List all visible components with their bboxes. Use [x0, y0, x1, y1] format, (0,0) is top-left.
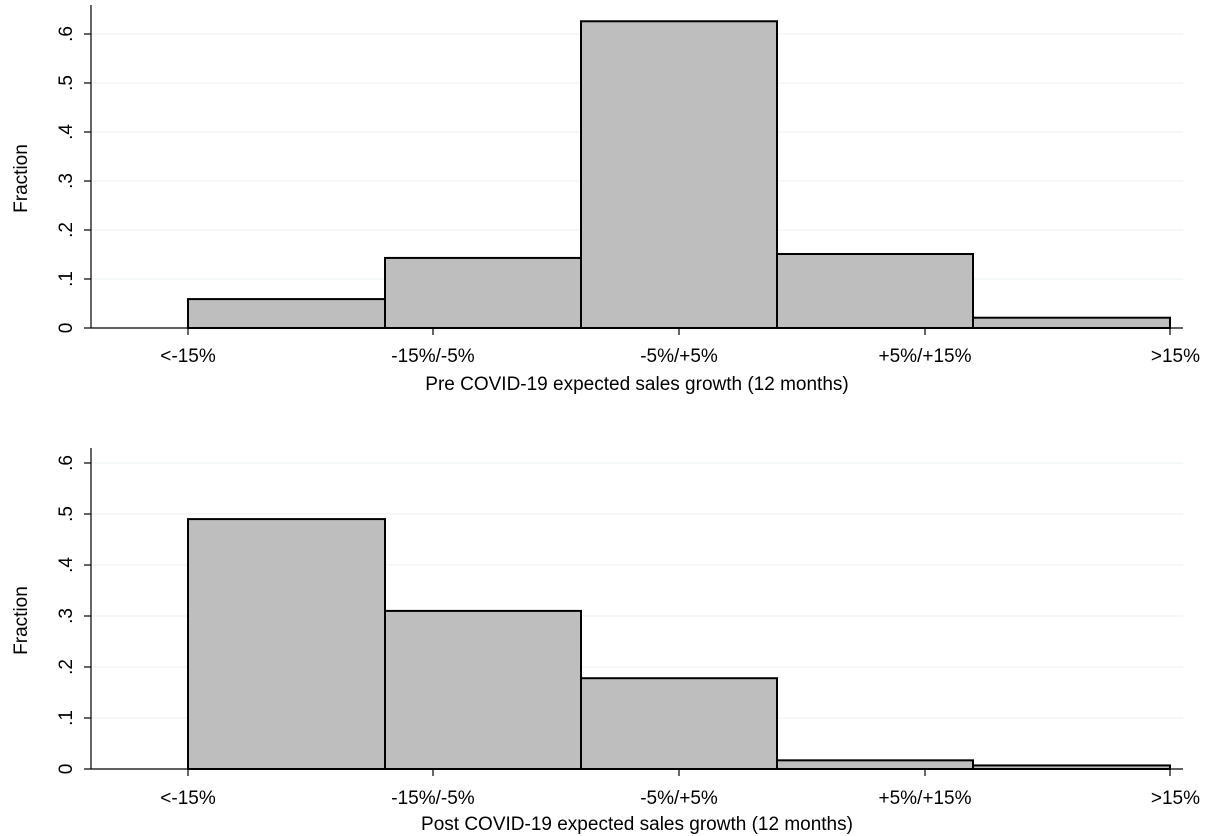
y-tick-label: .5 — [56, 506, 77, 522]
y-tick-label: 0 — [56, 323, 77, 334]
x-tick-label: <-15% — [160, 346, 216, 367]
y-tick-label: .1 — [56, 710, 77, 726]
bar-4 — [776, 759, 974, 771]
x-tick-label: -5%/+5% — [640, 346, 718, 367]
x-tick-label: -15%/-5% — [391, 346, 475, 367]
bar-4 — [776, 253, 974, 329]
bar-2 — [384, 256, 582, 329]
bar-1 — [187, 518, 386, 770]
x-tick-label: >15% — [1151, 788, 1200, 809]
x-tick-label: +5%/+15% — [879, 788, 972, 809]
bar-2 — [384, 609, 582, 771]
y-axis-title: Fraction — [11, 144, 32, 213]
bar-5 — [972, 316, 1171, 329]
bar-3 — [580, 20, 778, 329]
x-tick-label: <-15% — [160, 788, 216, 809]
y-tick-label: .4 — [56, 124, 77, 140]
post-covid-histogram: 0 .1 .2 .3 .4 .5 .6 <-15% -15%/-5% -5%/+5% +5%/+15… — [11, 448, 1200, 835]
pre-covid-histogram: 0 .1 .2 .3 .4 .5 .6 <-15% -15%/-5% -5%/+5% +5%/+15… — [11, 5, 1200, 395]
y-tick-label: .3 — [56, 173, 77, 189]
y-tick-label: 0 — [56, 764, 77, 775]
y-axis-title: Fraction — [11, 586, 32, 655]
x-axis-title: Pre COVID-19 expected sales growth (12 m… — [425, 374, 848, 395]
y-tick-label: .1 — [56, 271, 77, 287]
y-tick-label: .5 — [56, 75, 77, 91]
y-tick-label: .4 — [56, 557, 77, 573]
y-tick-label: .3 — [56, 608, 77, 624]
y-tick-label: .6 — [56, 26, 77, 42]
x-tick-label: +5%/+15% — [879, 346, 972, 367]
x-tick-label: >15% — [1151, 346, 1200, 367]
x-tick-label: -15%/-5% — [391, 788, 475, 809]
y-tick-label: .2 — [56, 222, 77, 238]
bar-3 — [580, 677, 778, 770]
bar-1 — [187, 298, 386, 329]
x-tick-label: -5%/+5% — [640, 788, 718, 809]
y-tick-label: .6 — [56, 455, 77, 471]
x-axis-title: Post COVID-19 expected sales growth (12 … — [421, 814, 853, 835]
y-tick-label: .2 — [56, 659, 77, 675]
